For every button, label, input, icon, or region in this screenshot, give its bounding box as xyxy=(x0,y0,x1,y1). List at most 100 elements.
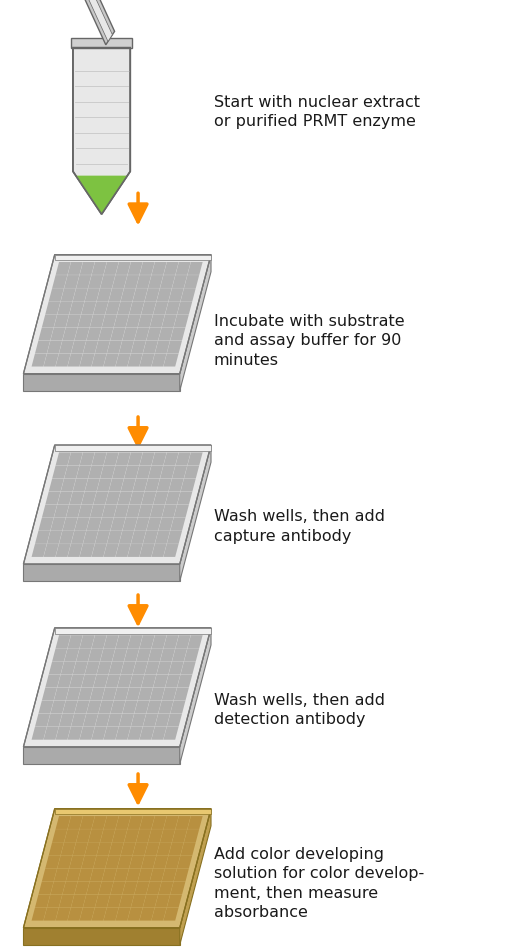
Polygon shape xyxy=(68,635,83,648)
Polygon shape xyxy=(128,726,143,740)
Polygon shape xyxy=(143,531,158,544)
Polygon shape xyxy=(45,491,60,505)
Polygon shape xyxy=(59,895,74,907)
Polygon shape xyxy=(51,701,66,714)
Polygon shape xyxy=(129,855,144,868)
Polygon shape xyxy=(169,288,184,301)
Polygon shape xyxy=(180,254,211,390)
Polygon shape xyxy=(150,505,165,518)
Polygon shape xyxy=(88,829,103,842)
Polygon shape xyxy=(95,895,110,907)
Polygon shape xyxy=(152,635,167,648)
Polygon shape xyxy=(152,452,167,466)
Text: Wash wells, then add
capture antibody: Wash wells, then add capture antibody xyxy=(214,509,384,544)
Polygon shape xyxy=(75,0,113,42)
Polygon shape xyxy=(63,701,78,714)
Polygon shape xyxy=(81,301,96,314)
Polygon shape xyxy=(92,816,107,829)
Polygon shape xyxy=(126,505,141,518)
Polygon shape xyxy=(80,907,95,921)
Polygon shape xyxy=(150,314,165,327)
Polygon shape xyxy=(158,327,173,340)
Polygon shape xyxy=(157,288,172,301)
Polygon shape xyxy=(176,452,191,466)
Polygon shape xyxy=(121,479,136,491)
Polygon shape xyxy=(138,868,153,882)
Polygon shape xyxy=(164,544,179,557)
Polygon shape xyxy=(61,479,76,491)
Polygon shape xyxy=(88,466,103,478)
Polygon shape xyxy=(112,648,127,661)
Polygon shape xyxy=(92,452,107,466)
Polygon shape xyxy=(167,895,182,907)
Polygon shape xyxy=(68,544,83,557)
Polygon shape xyxy=(39,701,54,714)
Polygon shape xyxy=(85,843,100,855)
Polygon shape xyxy=(104,452,119,466)
Polygon shape xyxy=(172,829,187,842)
Polygon shape xyxy=(100,466,115,478)
Polygon shape xyxy=(49,288,64,301)
Polygon shape xyxy=(42,314,57,327)
Polygon shape xyxy=(157,479,172,491)
Polygon shape xyxy=(116,816,131,829)
Polygon shape xyxy=(173,314,189,327)
Polygon shape xyxy=(131,714,146,726)
Polygon shape xyxy=(122,882,138,895)
Polygon shape xyxy=(23,445,211,564)
Polygon shape xyxy=(188,452,203,466)
Polygon shape xyxy=(143,341,158,353)
Polygon shape xyxy=(110,327,126,340)
Polygon shape xyxy=(188,262,203,275)
Polygon shape xyxy=(165,301,180,314)
Polygon shape xyxy=(83,531,98,544)
Polygon shape xyxy=(110,701,126,714)
Polygon shape xyxy=(73,479,88,491)
Polygon shape xyxy=(104,816,119,829)
Polygon shape xyxy=(177,301,192,314)
Polygon shape xyxy=(95,714,110,726)
Polygon shape xyxy=(145,662,160,674)
Polygon shape xyxy=(153,855,168,868)
Polygon shape xyxy=(52,648,67,661)
Polygon shape xyxy=(104,635,119,648)
Polygon shape xyxy=(164,726,179,740)
Polygon shape xyxy=(61,288,76,301)
Polygon shape xyxy=(80,262,95,275)
Polygon shape xyxy=(146,518,162,531)
Polygon shape xyxy=(138,505,153,518)
Polygon shape xyxy=(57,855,72,868)
Polygon shape xyxy=(42,505,57,518)
Polygon shape xyxy=(57,491,72,505)
Polygon shape xyxy=(169,843,184,855)
Polygon shape xyxy=(80,353,95,367)
Polygon shape xyxy=(165,674,180,687)
Polygon shape xyxy=(138,314,153,327)
Polygon shape xyxy=(165,855,180,868)
Polygon shape xyxy=(173,505,189,518)
Polygon shape xyxy=(112,275,127,288)
Polygon shape xyxy=(88,648,103,661)
Polygon shape xyxy=(116,635,131,648)
Polygon shape xyxy=(165,491,180,505)
Polygon shape xyxy=(68,452,83,466)
Polygon shape xyxy=(85,479,100,491)
Polygon shape xyxy=(73,48,130,214)
Polygon shape xyxy=(68,726,83,740)
Polygon shape xyxy=(32,544,47,557)
Polygon shape xyxy=(153,674,168,687)
Polygon shape xyxy=(170,701,185,714)
Polygon shape xyxy=(93,855,108,868)
Polygon shape xyxy=(69,855,84,868)
Polygon shape xyxy=(140,452,155,466)
Polygon shape xyxy=(121,288,136,301)
Polygon shape xyxy=(54,314,69,327)
Polygon shape xyxy=(85,662,100,674)
Polygon shape xyxy=(141,301,156,314)
Polygon shape xyxy=(119,341,134,353)
Polygon shape xyxy=(61,843,76,855)
Polygon shape xyxy=(47,531,62,544)
Polygon shape xyxy=(78,314,93,327)
Polygon shape xyxy=(170,882,185,895)
Polygon shape xyxy=(128,544,143,557)
